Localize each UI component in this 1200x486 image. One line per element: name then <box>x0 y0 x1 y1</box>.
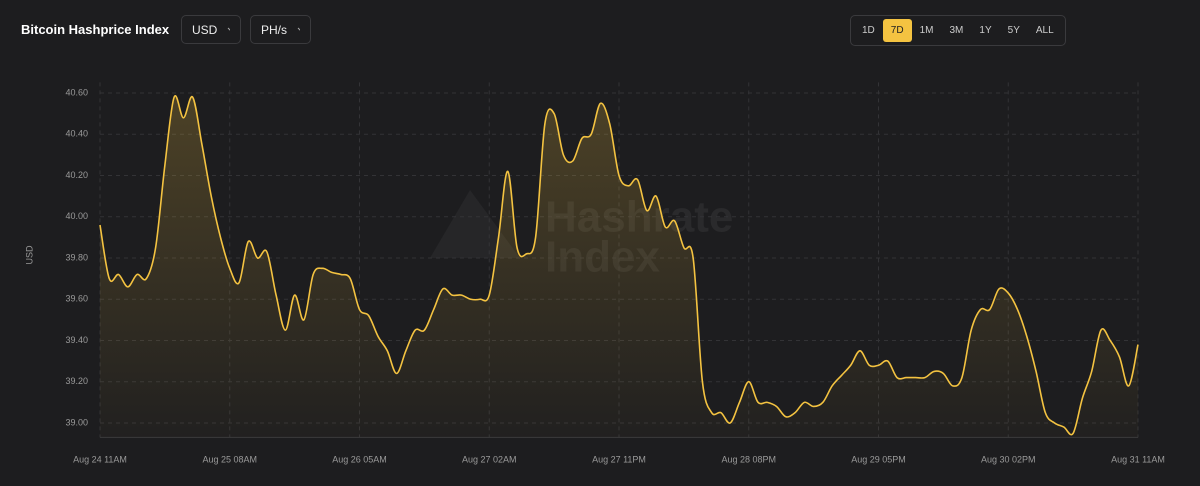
range-button[interactable]: 3M <box>949 25 964 36</box>
range-selector: 1D 7D 1M 3M 1Y 5Y ALL <box>850 15 1066 46</box>
y-tick-label: 40.60 <box>65 87 88 97</box>
range-button[interactable]: 1M <box>919 25 934 36</box>
x-tick-label: Aug 31 11AM <box>1111 454 1165 464</box>
y-tick-label: 40.20 <box>65 170 88 180</box>
y-tick-label: 39.60 <box>65 294 88 304</box>
x-tick-label: Aug 27 11PM <box>592 454 646 464</box>
unit-dropdown[interactable]: PH/s <box>250 15 311 44</box>
range-button[interactable]: 7D <box>882 19 912 42</box>
range-button[interactable]: 1D <box>862 25 875 36</box>
currency-dropdown[interactable]: USD <box>181 15 241 44</box>
x-tick-label: Aug 30 02PM <box>981 454 1036 464</box>
y-tick-label: 39.00 <box>65 417 88 427</box>
y-tick-label: 39.80 <box>65 252 88 262</box>
y-tick-label: 40.40 <box>65 129 88 139</box>
range-button[interactable]: 5Y <box>1007 25 1020 36</box>
y-tick-label: 39.20 <box>65 376 88 386</box>
x-tick-label: Aug 25 08AM <box>202 454 257 464</box>
price-line <box>99 94 1139 436</box>
area-fill <box>100 95 1138 438</box>
chevron <box>227 27 230 30</box>
range-button[interactable]: ALL <box>1035 25 1054 36</box>
currency-value: USD <box>192 22 218 37</box>
x-tick-label: Aug 27 02AM <box>462 454 517 464</box>
x-tick-label: Aug 28 08PM <box>721 454 776 464</box>
y-axis-label: USD <box>24 245 34 265</box>
x-tick-label: Aug 29 05PM <box>851 454 906 464</box>
y-tick-label: 40.00 <box>65 211 88 221</box>
range-button[interactable]: 1Y <box>979 25 992 36</box>
x-tick-label: Aug 24 11AM <box>73 454 127 464</box>
y-tick-label: 39.40 <box>65 335 88 345</box>
chevron <box>297 27 300 31</box>
x-tick-label: Aug 26 05AM <box>332 454 387 464</box>
unit-value: PH/s <box>261 22 288 37</box>
page-title: Bitcoin Hashprice Index <box>21 22 170 37</box>
